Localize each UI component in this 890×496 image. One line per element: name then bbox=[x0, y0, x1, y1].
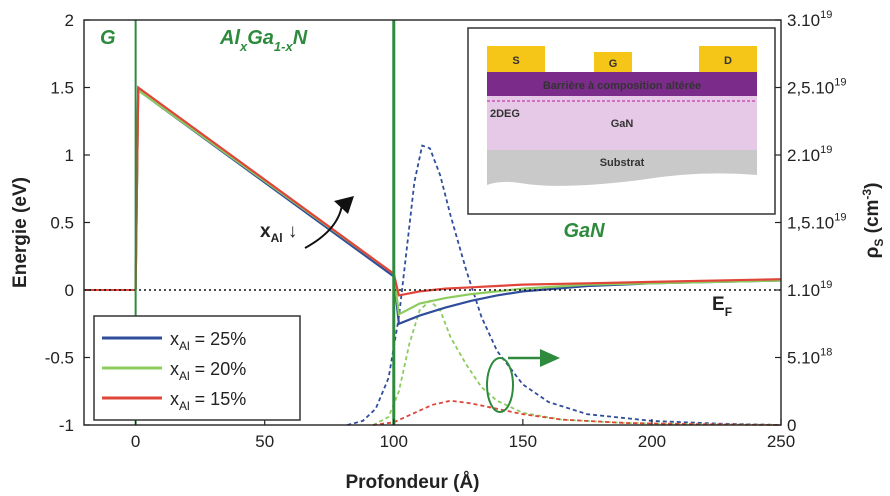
y-left-tick-label: 1 bbox=[65, 146, 74, 165]
substrate-layer bbox=[487, 150, 757, 186]
energy-curve-1 bbox=[134, 88, 782, 326]
y-right-tick-label: 1.1019 bbox=[787, 279, 832, 300]
density-curve-1 bbox=[347, 144, 782, 426]
fermi-level-label: EF bbox=[712, 294, 732, 319]
drain-contact bbox=[699, 46, 757, 72]
legend-entry-3: xAl = 15% bbox=[170, 389, 246, 413]
x-tick-label: 100 bbox=[380, 432, 408, 451]
y-right-tick-label: 2,5.1019 bbox=[787, 77, 847, 98]
tick-labels: 0 50 100 150 200 250 -1 -0.5 0 0.5 1 1.5 2 0 5.1018 1.1… bbox=[10, 9, 886, 493]
y-left-tick-label: 2 bbox=[65, 11, 74, 30]
gan-label: GaN bbox=[611, 118, 634, 130]
y-right-axis-title: ρS (cm-3) bbox=[860, 183, 886, 259]
y-right-tick-label: 1,5.1019 bbox=[787, 212, 847, 233]
density-curve-3 bbox=[372, 399, 782, 426]
x-tick-label: 250 bbox=[767, 432, 795, 451]
barrier-layer bbox=[487, 72, 757, 96]
channel-region-label: GaN bbox=[563, 220, 605, 242]
right-axis-arrow-head bbox=[540, 349, 560, 367]
gate-label: G bbox=[609, 58, 618, 70]
legend: xAl = 25% xAl = 20% xAl = 15% bbox=[93, 315, 301, 421]
gate-contact bbox=[594, 52, 632, 72]
y-right-tick-label: 2.1019 bbox=[787, 144, 832, 165]
device-inset: S G D Barrière à composition altérée 2DEG GaN… bbox=[467, 27, 776, 215]
region-labels: G AlxGa1-xN GaN bbox=[100, 27, 605, 242]
source-label: S bbox=[512, 55, 519, 67]
x-tick-label: 50 bbox=[255, 432, 274, 451]
drain-label: D bbox=[724, 55, 732, 67]
density-curves bbox=[347, 144, 782, 426]
barrier-region-label: AlxGa1-xN bbox=[219, 27, 308, 54]
density-curve-2 bbox=[372, 299, 782, 426]
x-axis-title: Profondeur (Å) bbox=[345, 472, 479, 493]
trend-arrow-shaft bbox=[304, 204, 343, 249]
y-right-tick-label: 5.1018 bbox=[787, 347, 832, 368]
y-right-tick-label: 0 bbox=[787, 416, 796, 435]
x-tick-label: 150 bbox=[509, 432, 537, 451]
twodeg-label: 2DEG bbox=[490, 108, 520, 120]
y-left-tick-label: -1 bbox=[59, 416, 74, 435]
annotations: EF xAl ↓ bbox=[260, 196, 732, 413]
gate-region-label: G bbox=[100, 27, 116, 49]
x-tick-label: 200 bbox=[638, 432, 666, 451]
x-tick-label: 0 bbox=[131, 432, 140, 451]
y-left-tick-label: 0.5 bbox=[50, 214, 74, 233]
y-left-tick-label: -0.5 bbox=[45, 349, 74, 368]
trend-arrow-head bbox=[334, 196, 354, 214]
source-contact bbox=[487, 46, 545, 72]
substrate-label: Substrat bbox=[600, 157, 645, 169]
y-right-tick-label: 3.1019 bbox=[787, 9, 832, 30]
xal-trend-label: xAl ↓ bbox=[260, 221, 297, 245]
gan-layer bbox=[487, 96, 757, 150]
y-left-tick-label: 0 bbox=[65, 281, 74, 300]
density-marker-ellipse bbox=[486, 357, 514, 413]
legend-entry-1: xAl = 25% bbox=[170, 329, 246, 353]
y-left-axis-title: Energie (eV) bbox=[10, 177, 31, 288]
energy-curve-3 bbox=[134, 85, 782, 297]
y-left-tick-label: 1.5 bbox=[50, 79, 74, 98]
barrier-label: Barrière à composition altérée bbox=[543, 80, 701, 92]
legend-entry-2: xAl = 20% bbox=[170, 359, 246, 383]
energy-curves bbox=[84, 85, 782, 326]
